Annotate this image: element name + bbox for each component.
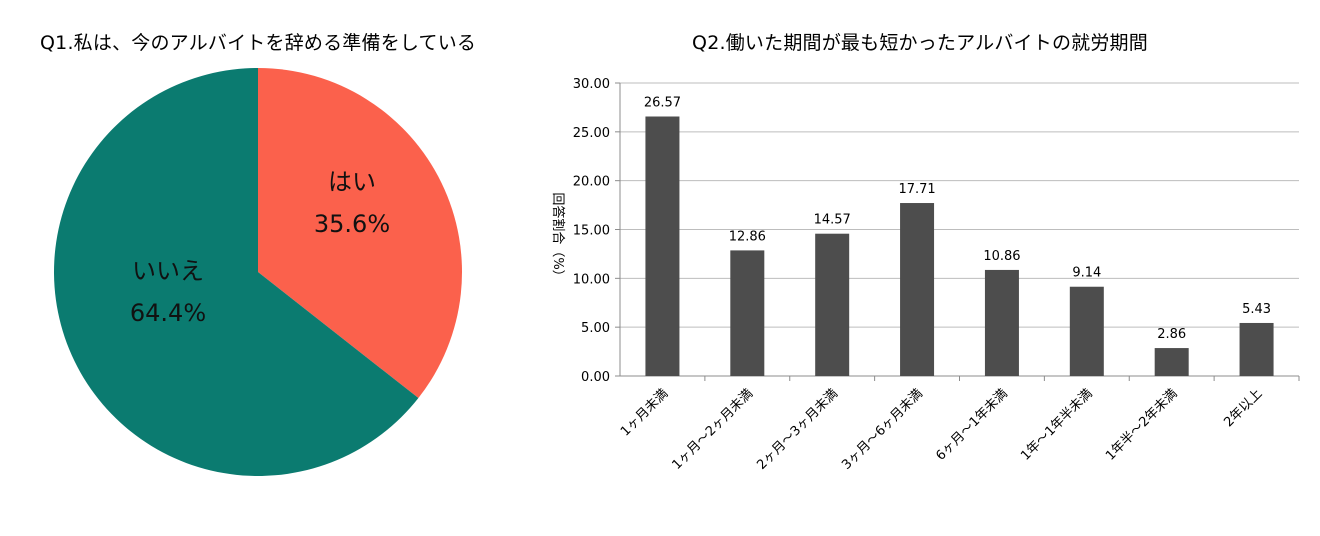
bar-value-label: 2.86 bbox=[1157, 327, 1186, 342]
pie-chart-title: Q1.私は、今のアルバイトを辞める準備をしている bbox=[40, 32, 477, 54]
pie-slice-label: はい bbox=[328, 168, 376, 196]
bar bbox=[730, 250, 765, 376]
bar bbox=[645, 116, 680, 376]
pie-chart-panel: Q1.私は、今のアルバイトを辞める準備をしている はい 35.6% いいえ 64.4% bbox=[0, 0, 520, 536]
x-tick-label: 6ヶ月～1年未満 bbox=[933, 386, 1010, 463]
y-tick-label: 15.00 bbox=[573, 224, 610, 239]
pie-slice-value: 64.4% bbox=[130, 299, 206, 327]
pie-slice-yes bbox=[258, 68, 463, 399]
y-tick-label: 25.00 bbox=[573, 126, 610, 141]
pie-slice-value: 35.6% bbox=[314, 210, 390, 238]
bar bbox=[815, 233, 850, 376]
bar bbox=[1154, 348, 1189, 376]
x-tick-label: 2ヶ月～3ヶ月未満 bbox=[754, 386, 841, 473]
bar-chart: 0.00 5.00 10.00 15.00 20.00 25.00 30.00 回答割合（%）… bbox=[550, 77, 1300, 473]
bar bbox=[1069, 286, 1104, 376]
y-tick-label: 0.00 bbox=[581, 370, 610, 385]
pie-chart: はい 35.6% いいえ 64.4% bbox=[54, 67, 463, 476]
bar bbox=[1239, 322, 1274, 376]
x-tick-label: 2年以上 bbox=[1221, 386, 1265, 430]
bar-value-label: 14.57 bbox=[814, 213, 851, 228]
bar bbox=[984, 269, 1019, 376]
y-tick-label: 10.00 bbox=[573, 272, 610, 287]
bar-value-label: 5.43 bbox=[1242, 302, 1271, 317]
x-tick-label: 1年半～2年未満 bbox=[1103, 386, 1180, 463]
y-tick-label: 5.00 bbox=[581, 321, 610, 336]
bar-chart-panel: Q2.働いた期間が最も短かったアルバイトの就労期間 0.00 5.00 10.00 1… bbox=[520, 0, 1320, 536]
pie-slice-label: いいえ bbox=[132, 257, 204, 285]
x-tick-label: 1年～1年半未満 bbox=[1018, 386, 1095, 463]
bar bbox=[900, 203, 935, 376]
bar-value-label: 26.57 bbox=[644, 95, 681, 110]
bar-value-label: 9.14 bbox=[1072, 266, 1101, 281]
bar-value-label: 17.71 bbox=[898, 182, 935, 197]
y-tick-label: 20.00 bbox=[573, 175, 610, 190]
bar-chart-title: Q2.働いた期間が最も短かったアルバイトの就労期間 bbox=[692, 32, 1148, 54]
x-tick-label: 3ヶ月～6ヶ月未満 bbox=[839, 386, 926, 473]
bar-value-label: 12.86 bbox=[729, 229, 766, 244]
pie-slice-no bbox=[54, 67, 419, 476]
bar-value-label: 10.86 bbox=[983, 249, 1020, 264]
x-tick-label: 1ヶ月～2ヶ月未満 bbox=[669, 386, 756, 473]
x-tick-label: 1ヶ月未満 bbox=[618, 386, 671, 439]
y-axis-label: 回答割合（%） bbox=[550, 192, 566, 282]
y-tick-label: 30.00 bbox=[573, 77, 610, 92]
